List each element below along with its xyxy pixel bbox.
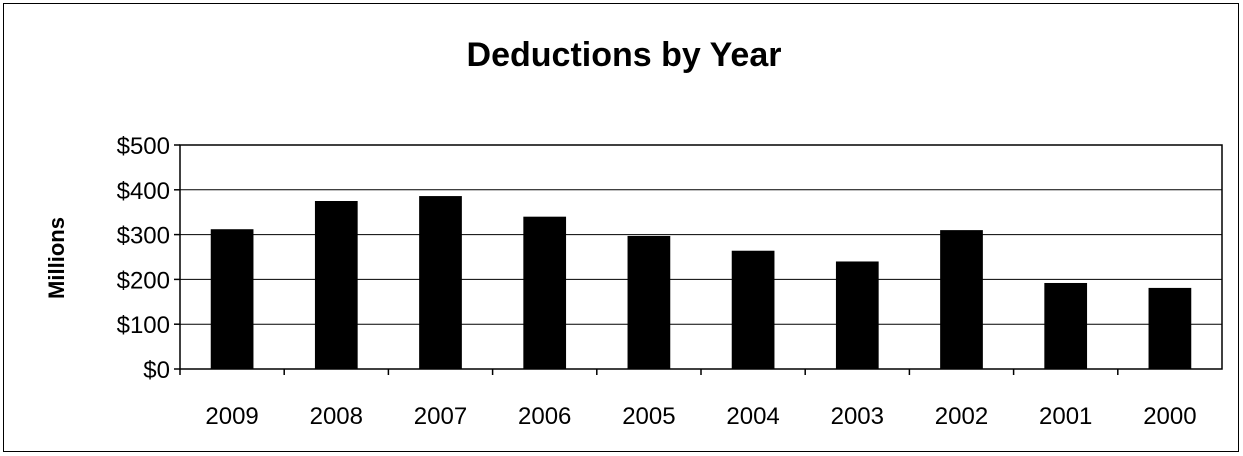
bar-2004 — [731, 250, 775, 369]
y-tick-label: $200 — [117, 267, 170, 294]
bar-2006 — [523, 216, 567, 369]
y-axis-ticks — [174, 144, 180, 370]
x-tick-label: 2009 — [205, 403, 258, 430]
y-tick-label: $400 — [117, 178, 170, 205]
bar-2002 — [940, 230, 983, 369]
y-tick-label: $100 — [117, 312, 170, 339]
x-tick-label: 2000 — [1143, 403, 1196, 430]
bar-2007 — [419, 196, 462, 369]
x-tick-label: 2001 — [1039, 403, 1092, 430]
x-tick-label: 2007 — [414, 403, 467, 430]
x-axis-tick-labels: 2009 2008 2007 2006 2005 2004 2003 2002 2001 2000 — [205, 403, 1196, 430]
x-tick-label: 2008 — [310, 403, 363, 430]
chart-title: Deductions by Year — [467, 36, 782, 74]
bar-2000 — [1148, 287, 1192, 369]
x-tick-label: 2002 — [935, 403, 988, 430]
bar-2001 — [1044, 282, 1088, 369]
y-tick-label: $300 — [117, 223, 170, 250]
x-tick-label: 2003 — [831, 403, 884, 430]
x-tick-label: 2004 — [726, 403, 779, 430]
bars — [210, 196, 1192, 369]
y-axis-tick-labels: $0 $100 $200 $300 $400 $500 — [117, 133, 170, 384]
x-tick-label: 2006 — [518, 403, 571, 430]
plot-area — [174, 144, 1223, 375]
y-tick-label: $500 — [117, 133, 170, 160]
bar-2005 — [627, 235, 671, 369]
x-tick-label: 2005 — [622, 403, 675, 430]
y-axis-label: Millions — [44, 217, 69, 299]
bar-2008 — [314, 201, 358, 369]
bar-2009 — [210, 229, 254, 369]
y-tick-label: $0 — [143, 357, 170, 384]
x-axis-ticks — [179, 369, 1119, 375]
bar-2003 — [835, 261, 879, 369]
